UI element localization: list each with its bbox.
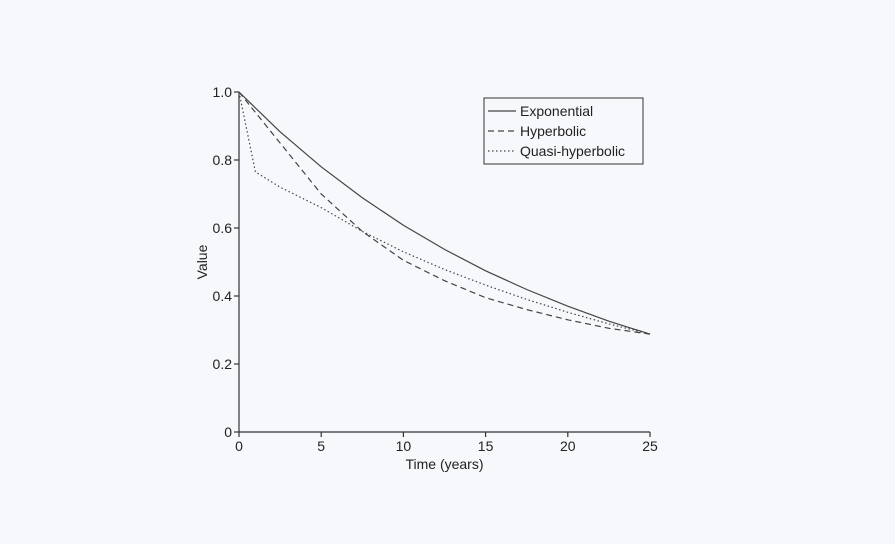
legend-label: Exponential bbox=[520, 103, 593, 119]
x-tick-label: 5 bbox=[317, 438, 325, 454]
x-axis-label: Time (years) bbox=[405, 456, 483, 472]
series-line-quasi-hyperbolic bbox=[238, 91, 651, 335]
legend: Exponential Hyperbolic Quasi-hyperbolic bbox=[483, 97, 644, 165]
y-tick-label: 0.8 bbox=[213, 152, 233, 168]
x-tick-label: 10 bbox=[396, 438, 412, 454]
y-tick-label: 0.6 bbox=[213, 220, 233, 236]
y-tick-label: 1.0 bbox=[213, 84, 233, 100]
y-tick-label: 0.4 bbox=[213, 288, 233, 304]
axes: 0 5 10 15 20 25 0 0.2 0.4 0.6 0.8 1.0 bbox=[213, 84, 658, 454]
series-lines bbox=[238, 91, 651, 335]
y-tick-label: 0.2 bbox=[213, 356, 233, 372]
legend-label: Hyperbolic bbox=[520, 123, 586, 139]
y-axis-label: Value bbox=[194, 244, 210, 279]
y-tick-label: 0 bbox=[224, 424, 232, 440]
series-line-exponential bbox=[238, 91, 651, 335]
x-tick-label: 25 bbox=[642, 438, 658, 454]
legend-label: Quasi-hyperbolic bbox=[520, 143, 625, 159]
x-tick-label: 0 bbox=[235, 438, 243, 454]
x-tick-label: 20 bbox=[560, 438, 576, 454]
x-tick-label: 15 bbox=[478, 438, 494, 454]
